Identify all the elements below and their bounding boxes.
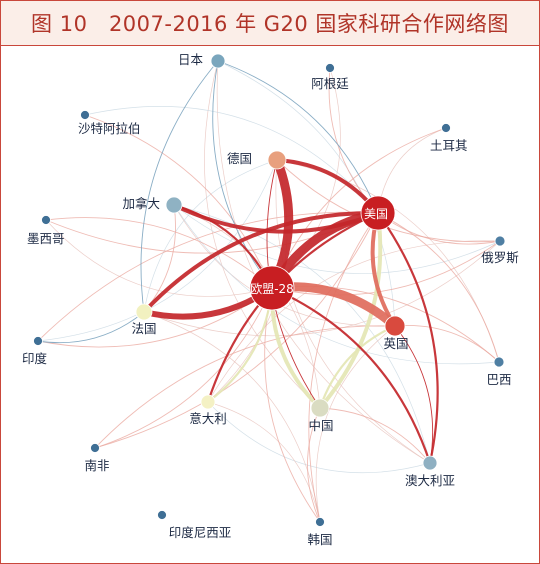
title-bar: 图 10 2007-2016 年 G20 国家科研合作网络图	[1, 1, 539, 46]
node-label-fr: 法国	[131, 321, 156, 336]
node-fr	[135, 303, 153, 321]
node-label-it: 意大利	[189, 411, 227, 426]
faint-edge-it-kr	[207, 401, 321, 523]
node-au	[422, 455, 438, 471]
node-label-br: 巴西	[486, 372, 511, 387]
edge-uk-au	[394, 325, 434, 464]
faint-edge-fr-ru	[143, 240, 501, 337]
faint-edge-mx-eu28	[45, 219, 273, 297]
edge-cn-kr	[307, 407, 321, 523]
node-label-tr: 土耳其	[430, 138, 468, 153]
node-tr	[441, 123, 451, 133]
edge-uk-br	[394, 325, 500, 363]
edge-uk-za	[94, 325, 396, 449]
node-it	[200, 394, 216, 410]
edge-us-ca	[172, 203, 380, 234]
faint-edge-sa-us	[84, 106, 379, 214]
edge-us-jp	[217, 60, 379, 214]
edge-eu28-ru	[271, 240, 501, 296]
node-label-id: 印度尼西亚	[169, 525, 232, 540]
node-id	[157, 510, 167, 520]
node-label-in: 印度	[22, 351, 48, 366]
node-kr	[315, 517, 325, 527]
node-in	[33, 336, 43, 346]
edge-us-kr	[308, 212, 379, 523]
faint-edge-fr-kr	[143, 311, 321, 523]
node-label-mx: 墨西哥	[27, 231, 65, 246]
node-sa	[80, 110, 90, 120]
faint-edge-it-au	[207, 401, 431, 474]
node-us	[360, 195, 396, 231]
edge-us-br	[377, 212, 500, 363]
node-br	[493, 356, 505, 368]
node-label-sa: 沙特阿拉伯	[78, 121, 141, 136]
node-label-jp: 日本	[178, 52, 204, 67]
node-mx	[41, 215, 51, 225]
faint-edge-de-in	[37, 159, 278, 342]
edge-eu28-jp	[212, 60, 273, 289]
edge-us-cn	[318, 211, 383, 410]
node-de	[267, 150, 287, 170]
node-eu28	[249, 265, 295, 311]
node-label-cn: 中国	[308, 418, 333, 433]
node-za	[90, 443, 100, 453]
node-ru	[494, 235, 506, 247]
node-label-za: 南非	[84, 458, 109, 473]
node-ca	[165, 196, 183, 214]
edge-us-in	[37, 211, 379, 342]
edge-uk-cn	[318, 324, 397, 410]
node-cn	[310, 398, 330, 418]
node-label-de: 德国	[227, 151, 252, 166]
node-jp	[210, 53, 226, 69]
faint-edge-de-au	[275, 159, 431, 464]
faint-edge-it-ru	[207, 240, 501, 403]
edge-eu28-au	[270, 286, 432, 465]
node-label-ca: 加拿大	[122, 196, 160, 211]
node-label-eu28: 欧盟-28	[250, 282, 294, 296]
node-label-ar: 阿根廷	[311, 76, 349, 91]
edge-cn-au	[319, 407, 431, 464]
node-label-us: 美国	[364, 207, 388, 221]
node-ar	[325, 63, 335, 73]
edge-fr-in	[37, 311, 145, 344]
faint-edge-jp-uk	[217, 60, 396, 327]
edge-eu28-za	[94, 287, 273, 449]
edge-layer	[37, 60, 501, 523]
node-label-kr: 韩国	[307, 532, 332, 547]
edge-eu28-sa	[84, 114, 273, 289]
figure-title: 图 10 2007-2016 年 G20 国家科研合作网络图	[31, 12, 509, 36]
edge-us-au	[376, 211, 439, 465]
faint-edge-ca-br	[173, 204, 500, 365]
node-uk	[384, 315, 406, 337]
faint-edge-de-fr	[143, 159, 278, 313]
node-label-uk: 英国	[383, 336, 408, 351]
edge-jp-fr	[140, 60, 219, 313]
node-layer	[33, 53, 506, 527]
edge-eu28-mx	[45, 217, 273, 289]
node-label-au: 澳大利亚	[405, 473, 455, 488]
edge-us-za	[94, 212, 379, 449]
edge-us-fr	[142, 210, 380, 314]
node-label-ru: 俄罗斯	[481, 250, 519, 265]
